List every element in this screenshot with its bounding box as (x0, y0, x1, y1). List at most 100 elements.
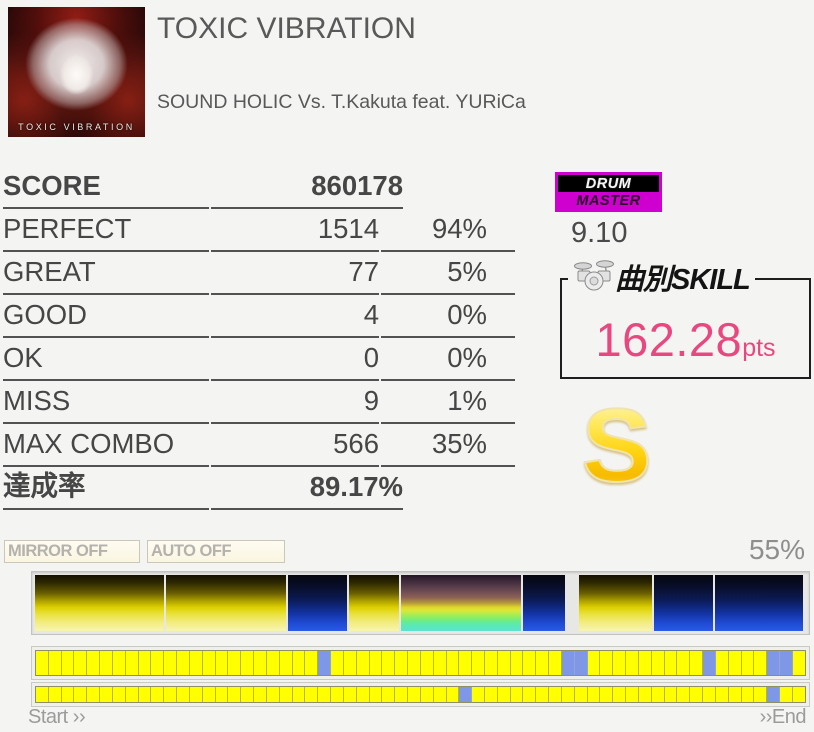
density-cell (202, 687, 216, 702)
density-cell (523, 687, 537, 702)
density-strip-1 (35, 650, 806, 676)
density-cell (741, 651, 755, 675)
density-cell (112, 687, 126, 702)
density-cell (703, 651, 716, 675)
album-art: TOXIC VIBRATION (8, 7, 145, 137)
density-cell (574, 651, 588, 675)
density-cell (36, 651, 49, 675)
density-cell (484, 651, 498, 675)
density-cell (433, 687, 447, 702)
density-cell (100, 687, 113, 702)
density-cell (549, 687, 562, 702)
density-cell (48, 651, 62, 675)
density-cell (189, 687, 203, 702)
mirror-toggle-button[interactable]: MIRROR OFF (4, 540, 140, 563)
row-value: 77 (211, 252, 379, 295)
density-cell (741, 687, 755, 702)
density-cell (638, 687, 652, 702)
clear-percent-label: 55% (748, 534, 805, 565)
density-cell (369, 687, 383, 702)
difficulty-badge: DRUM MASTER (555, 172, 662, 212)
density-cell (690, 687, 704, 702)
density-cell (369, 651, 383, 675)
song-title: TOXIC VIBRATION (157, 12, 416, 45)
section-segment-blue (288, 575, 347, 631)
density-cell (356, 651, 370, 675)
density-cell (228, 687, 242, 702)
row-percent: 1% (381, 381, 515, 424)
skill-header: 曲別SKILL (568, 257, 755, 297)
density-cell (125, 687, 139, 702)
density-cell (549, 651, 562, 675)
density-strip-2 (35, 686, 806, 703)
row-value: 860178 (211, 166, 403, 209)
album-art-caption: TOXIC VIBRATION (18, 122, 135, 132)
density-cell (561, 651, 575, 675)
section-segment-blue (715, 575, 803, 631)
row-value: 89.17% (211, 467, 403, 510)
table-row-score: SCORE 860178 (3, 166, 515, 209)
drum-kit-icon (573, 258, 615, 297)
density-cell (677, 651, 691, 675)
density-cell (497, 687, 511, 702)
section-segment-yellow (349, 575, 399, 631)
density-cell (446, 651, 460, 675)
density-cell (331, 651, 344, 675)
density-cell (228, 651, 242, 675)
section-segment-yellow (166, 575, 286, 631)
density-cell (523, 651, 537, 675)
density-cell (151, 651, 165, 675)
timeline-end-label: ››End (759, 706, 807, 728)
density-cell (215, 651, 229, 675)
difficulty-level: 9.10 (571, 217, 628, 249)
density-cell (189, 651, 203, 675)
table-row-miss: MISS 9 1% (3, 381, 515, 424)
density-cell (536, 651, 550, 675)
density-cell (600, 651, 614, 675)
row-percent: 0% (381, 338, 515, 381)
density-cell (164, 687, 178, 702)
row-percent: 0% (381, 295, 515, 338)
row-value: 0 (211, 338, 379, 381)
density-cell (626, 651, 639, 675)
section-segment-rainbow (401, 575, 521, 631)
density-cell (279, 651, 293, 675)
song-artist: SOUND HOLIC Vs. T.Kakuta feat. YURiCa (157, 91, 526, 113)
density-cell (331, 687, 344, 702)
section-segment-yellow (35, 575, 164, 631)
density-cell (433, 651, 447, 675)
density-cell (61, 687, 75, 702)
density-cell (459, 651, 473, 675)
row-label: MISS (3, 381, 209, 424)
density-cell (48, 687, 62, 702)
density-cell (125, 651, 139, 675)
auto-toggle-button[interactable]: AUTO OFF (147, 540, 285, 563)
density-cell (664, 687, 678, 702)
density-cell (728, 687, 742, 702)
skill-label: 曲別SKILL (615, 264, 751, 296)
row-label: SCORE (3, 166, 209, 209)
table-row-achievement: 達成率 89.17% (3, 467, 515, 510)
table-row-great: GREAT 77 5% (3, 252, 515, 295)
density-cell (87, 651, 101, 675)
density-cell (318, 687, 332, 702)
density-cell (715, 687, 729, 702)
density-cell (164, 651, 178, 675)
density-cell (510, 687, 524, 702)
density-cell (780, 651, 793, 675)
difficulty-instrument: DRUM (558, 175, 659, 192)
density-cell (138, 651, 152, 675)
density-cell (728, 651, 742, 675)
density-cell (266, 687, 280, 702)
density-cell (651, 651, 665, 675)
density-cell (177, 651, 190, 675)
density-cell (446, 687, 460, 702)
density-cell (87, 687, 101, 702)
density-cell (395, 651, 409, 675)
table-row-max-combo: MAX COMBO 566 35% (3, 424, 515, 467)
density-cell (61, 651, 75, 675)
table-row-perfect: PERFECT 1514 94% (3, 209, 515, 252)
timeline-start-label: Start ›› (28, 706, 86, 728)
row-percent: 94% (381, 209, 515, 252)
density-cell (395, 687, 409, 702)
